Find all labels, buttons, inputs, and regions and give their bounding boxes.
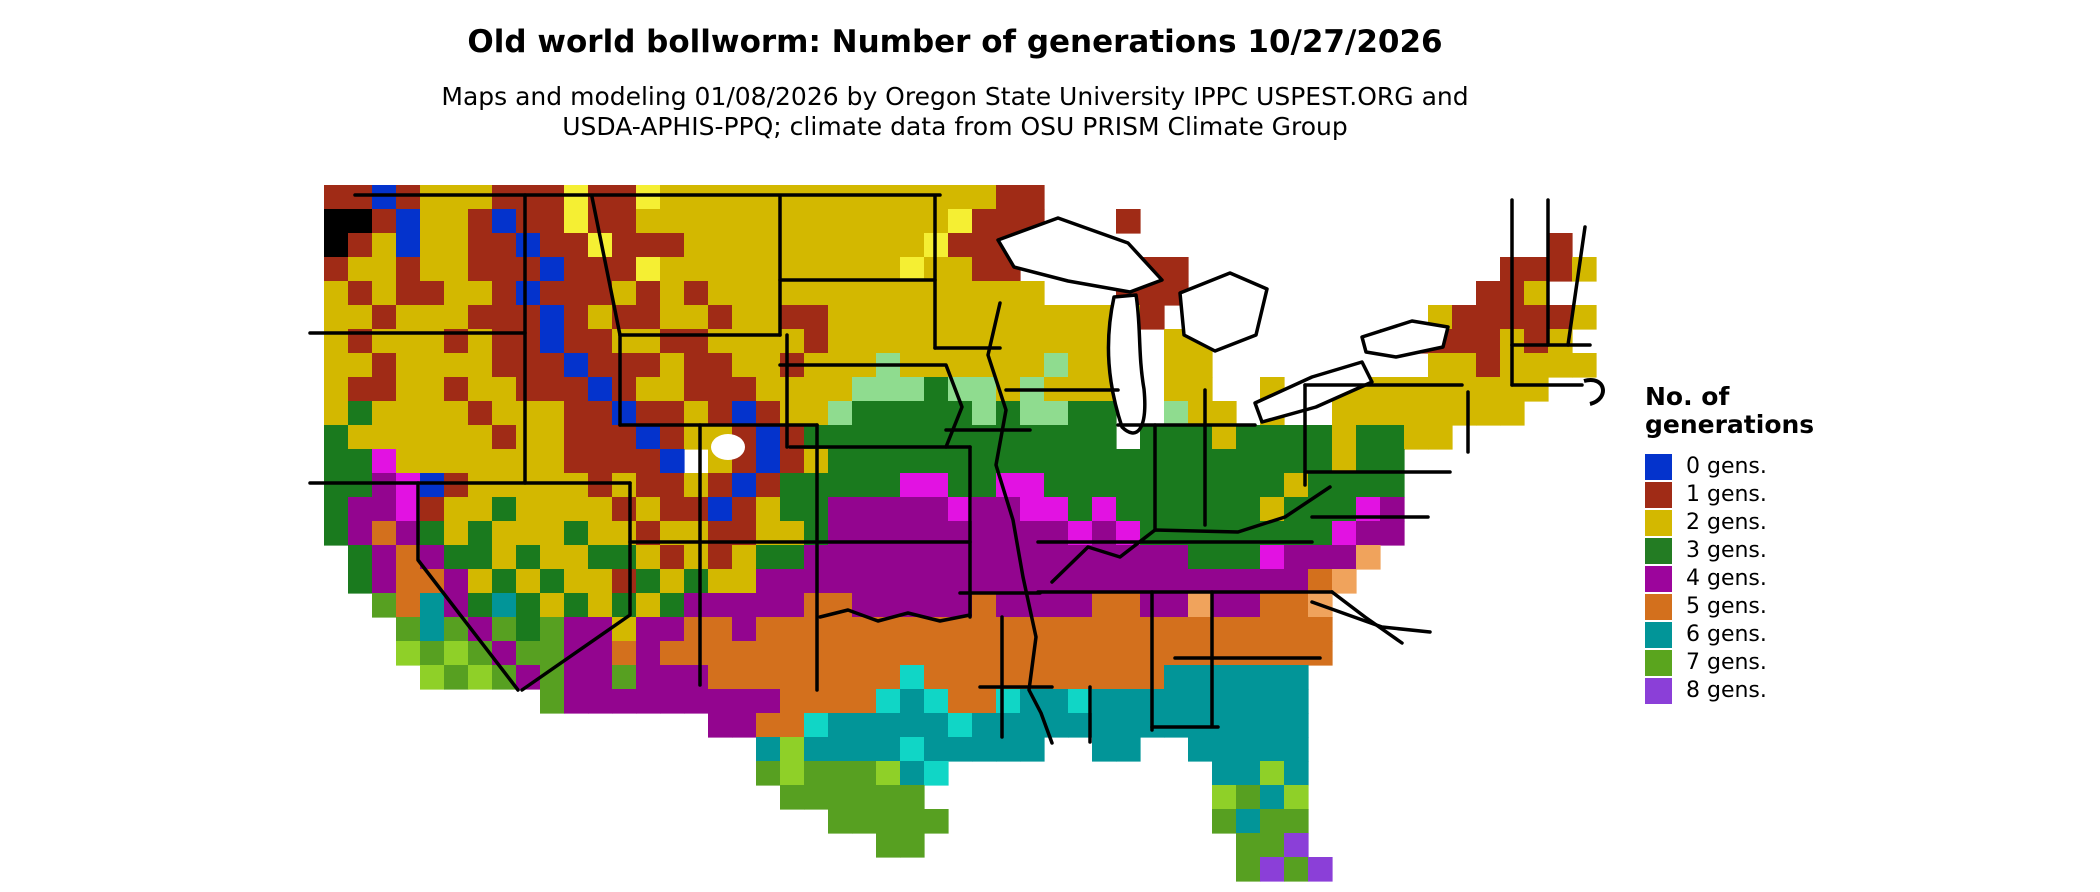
cape-cod-hook	[1583, 378, 1605, 406]
legend-item: 2 gens.	[1645, 509, 1875, 536]
legend-title-line-1: No. of	[1645, 382, 1730, 411]
legend-item: 6 gens.	[1645, 621, 1875, 648]
great-lakes	[711, 216, 1450, 460]
state-border-line	[1330, 590, 1404, 645]
raster-cells	[324, 185, 1597, 882]
page-title: Old world bollworm: Number of generation…	[467, 24, 1443, 60]
state-border-line	[1310, 600, 1432, 634]
legend-item: 0 gens.	[1645, 453, 1875, 480]
legend-item: 4 gens.	[1645, 565, 1875, 592]
state-border-line	[986, 301, 1054, 745]
state-border-line	[520, 481, 632, 692]
subtitle-line-2: USDA-APHIS-PPQ; climate data from OSU PR…	[562, 112, 1348, 141]
legend-label: 5 gens.	[1686, 594, 1767, 619]
state-border-line	[1566, 225, 1587, 347]
legend-item: 3 gens.	[1645, 537, 1875, 564]
state-border-line	[416, 481, 520, 692]
state-border-line	[590, 195, 622, 337]
state-borders	[308, 193, 1592, 745]
legend-swatch	[1645, 565, 1672, 592]
state-border-line	[1050, 485, 1332, 584]
legend-label: 6 gens.	[1686, 622, 1767, 647]
legend-label: 2 gens.	[1686, 510, 1767, 535]
legend-item: 7 gens.	[1645, 649, 1875, 676]
legend-swatch	[1645, 649, 1672, 676]
legend-swatch	[1645, 537, 1672, 564]
subtitle-line-1: Maps and modeling 01/08/2026 by Oregon S…	[441, 82, 1469, 111]
legend-swatch	[1645, 621, 1672, 648]
legend-title-line-2: generations	[1645, 410, 1815, 439]
state-border-line	[944, 363, 964, 449]
legend-item: 5 gens.	[1645, 593, 1875, 620]
lake-superior	[996, 216, 1164, 294]
lake-michigan	[1106, 293, 1147, 435]
map-raster-svg	[308, 185, 1605, 882]
legend-items: 0 gens. 1 gens. 2 gens. 3 gens. 4 gens. 5 gen…	[1645, 453, 1875, 704]
legend-label: 7 gens.	[1686, 650, 1767, 675]
map-legend: No. of generations 0 gens. 1 gens. 2 gens.…	[1645, 383, 1875, 705]
legend-swatch	[1645, 677, 1672, 704]
lake-erie	[1253, 360, 1374, 424]
legend-title: No. of generations	[1645, 383, 1875, 439]
title-block: Old world bollworm: Number of generation…	[0, 0, 1910, 142]
great-salt-lake	[711, 434, 745, 460]
legend-swatch	[1645, 453, 1672, 480]
legend-item: 1 gens.	[1645, 481, 1875, 508]
lake-huron	[1178, 271, 1269, 353]
us-generations-map	[300, 185, 1620, 885]
legend-swatch	[1645, 481, 1672, 508]
legend-swatch	[1645, 509, 1672, 536]
state-border-line	[818, 608, 972, 623]
legend-label: 4 gens.	[1686, 566, 1767, 591]
legend-label: 0 gens.	[1686, 454, 1767, 479]
legend-label: 3 gens.	[1686, 538, 1767, 563]
legend-label: 8 gens.	[1686, 678, 1767, 703]
legend-swatch	[1645, 593, 1672, 620]
lake-ontario	[1360, 319, 1450, 359]
legend-label: 1 gens.	[1686, 482, 1767, 507]
map-subtitle: Maps and modeling 01/08/2026 by Oregon S…	[0, 82, 1910, 142]
legend-item: 8 gens.	[1645, 677, 1875, 704]
